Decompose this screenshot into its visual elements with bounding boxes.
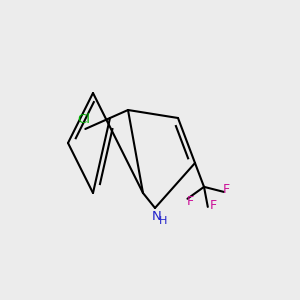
Text: N: N — [152, 211, 161, 224]
Text: H: H — [159, 217, 167, 226]
Text: Cl: Cl — [77, 113, 90, 127]
Text: F: F — [187, 195, 194, 208]
Text: F: F — [223, 183, 230, 196]
Text: F: F — [210, 199, 217, 212]
